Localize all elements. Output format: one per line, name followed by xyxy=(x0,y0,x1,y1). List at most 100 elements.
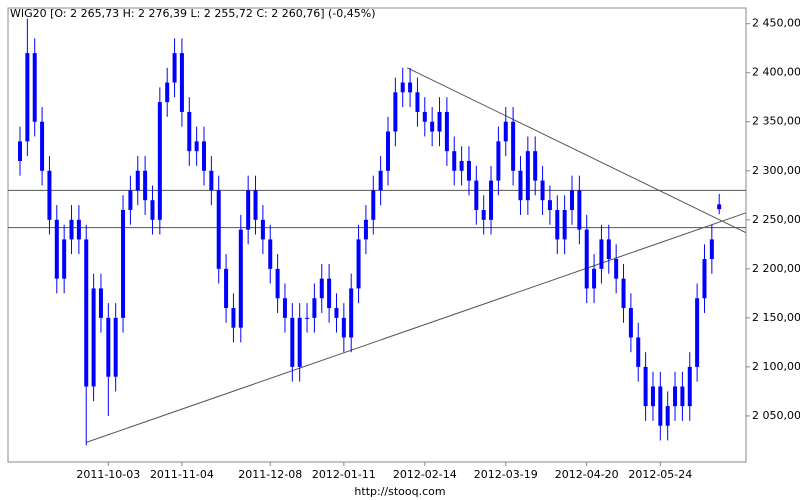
x-tick-label: 2011-10-03 xyxy=(76,468,140,481)
candle-body xyxy=(202,141,206,171)
candle-body xyxy=(599,239,604,269)
candle-body xyxy=(84,239,89,387)
candle-body xyxy=(614,259,619,279)
candle-body xyxy=(98,288,103,318)
x-tick-label: 2012-03-19 xyxy=(474,468,538,481)
candle-body xyxy=(643,366,648,407)
candle-body xyxy=(187,111,192,152)
candle-body xyxy=(260,219,265,240)
candle-body xyxy=(54,219,59,279)
candle-body xyxy=(415,92,420,112)
candle-body xyxy=(584,229,589,289)
candle-body xyxy=(481,209,486,220)
candle-body xyxy=(665,406,670,426)
candle-body xyxy=(547,200,552,210)
candle-body xyxy=(62,239,67,279)
candle-body xyxy=(444,111,449,152)
candle-body xyxy=(606,239,611,260)
y-tick-label: 2 250,00 xyxy=(752,213,800,226)
candle-body xyxy=(157,102,162,220)
candle-body xyxy=(40,121,45,171)
candle-body xyxy=(408,82,413,93)
candle-body xyxy=(69,219,74,240)
x-tick-label: 2012-05-24 xyxy=(628,468,692,481)
trend-line xyxy=(406,67,746,233)
candle-body xyxy=(452,151,457,171)
candle-body xyxy=(474,180,479,210)
candle-body xyxy=(363,219,368,240)
candle-body xyxy=(658,386,663,426)
candle-body xyxy=(518,170,523,201)
candle-body xyxy=(135,170,140,191)
candle-body xyxy=(268,239,273,269)
candle-body xyxy=(106,317,111,377)
candle-body xyxy=(709,239,714,260)
x-tick-label: 2012-04-20 xyxy=(555,468,619,481)
candle-body xyxy=(238,229,243,328)
candle-body xyxy=(18,141,22,161)
candle-body xyxy=(231,308,236,328)
candle-body xyxy=(246,190,251,230)
candle-body xyxy=(636,337,641,367)
candle-body xyxy=(459,160,464,171)
candle-body xyxy=(194,141,199,152)
candle-body xyxy=(305,317,310,319)
candle-body xyxy=(327,278,332,309)
candle-body xyxy=(32,53,37,122)
candle-body xyxy=(673,386,678,407)
candle-body xyxy=(511,121,516,171)
chart-title: WIG20 [O: 2 265,73 H: 2 276,39 L: 2 255,… xyxy=(10,7,376,20)
candle-body xyxy=(209,170,214,191)
candle-body xyxy=(113,317,118,377)
candle-body xyxy=(466,160,471,181)
y-tick-label: 2 050,00 xyxy=(752,409,800,422)
candle-body xyxy=(179,53,184,112)
candle-body xyxy=(165,82,170,103)
candle-body xyxy=(533,151,538,181)
candle-body xyxy=(555,209,560,240)
candle-body xyxy=(386,131,390,171)
y-tick-label: 2 450,00 xyxy=(752,17,800,30)
candle-body xyxy=(224,268,229,309)
candle-body xyxy=(312,298,317,318)
candle-body xyxy=(275,268,280,299)
candle-body xyxy=(282,298,287,318)
candle-body xyxy=(717,204,722,210)
trend-line xyxy=(86,212,746,443)
footer: http://stooq.com xyxy=(354,485,445,498)
candle-body xyxy=(525,151,530,201)
candle-body xyxy=(489,180,494,220)
candle-body xyxy=(422,111,427,122)
candle-body xyxy=(400,82,405,93)
candle-body xyxy=(150,200,155,220)
candle-body xyxy=(290,317,295,367)
y-tick-label: 2 300,00 xyxy=(752,164,800,177)
candle-body xyxy=(687,366,692,407)
y-tick-label: 2 200,00 xyxy=(752,262,800,275)
candle-body xyxy=(334,308,339,318)
x-tick-label: 2012-02-14 xyxy=(393,468,457,481)
candle-body xyxy=(91,288,96,387)
candle-body xyxy=(650,386,655,407)
y-tick-label: 2 350,00 xyxy=(752,115,800,128)
candle-body xyxy=(503,121,508,142)
candle-body xyxy=(695,298,700,367)
candle-body xyxy=(76,219,81,240)
candle-body xyxy=(540,180,545,201)
candle-body xyxy=(253,190,258,220)
candle-body xyxy=(702,259,707,299)
candle-body xyxy=(577,190,582,230)
x-tick-label: 2011-12-08 xyxy=(238,468,302,481)
candle-body xyxy=(621,278,626,309)
candle-body xyxy=(349,288,354,338)
candle-body xyxy=(496,141,501,181)
candle-body xyxy=(437,111,442,132)
y-tick-label: 2 400,00 xyxy=(752,66,800,79)
plot-area xyxy=(7,7,747,463)
candle-body xyxy=(319,278,324,299)
candle-body xyxy=(430,121,435,132)
candle-body xyxy=(378,170,383,191)
candle-body xyxy=(47,170,52,220)
y-tick-label: 2 150,00 xyxy=(752,311,800,324)
